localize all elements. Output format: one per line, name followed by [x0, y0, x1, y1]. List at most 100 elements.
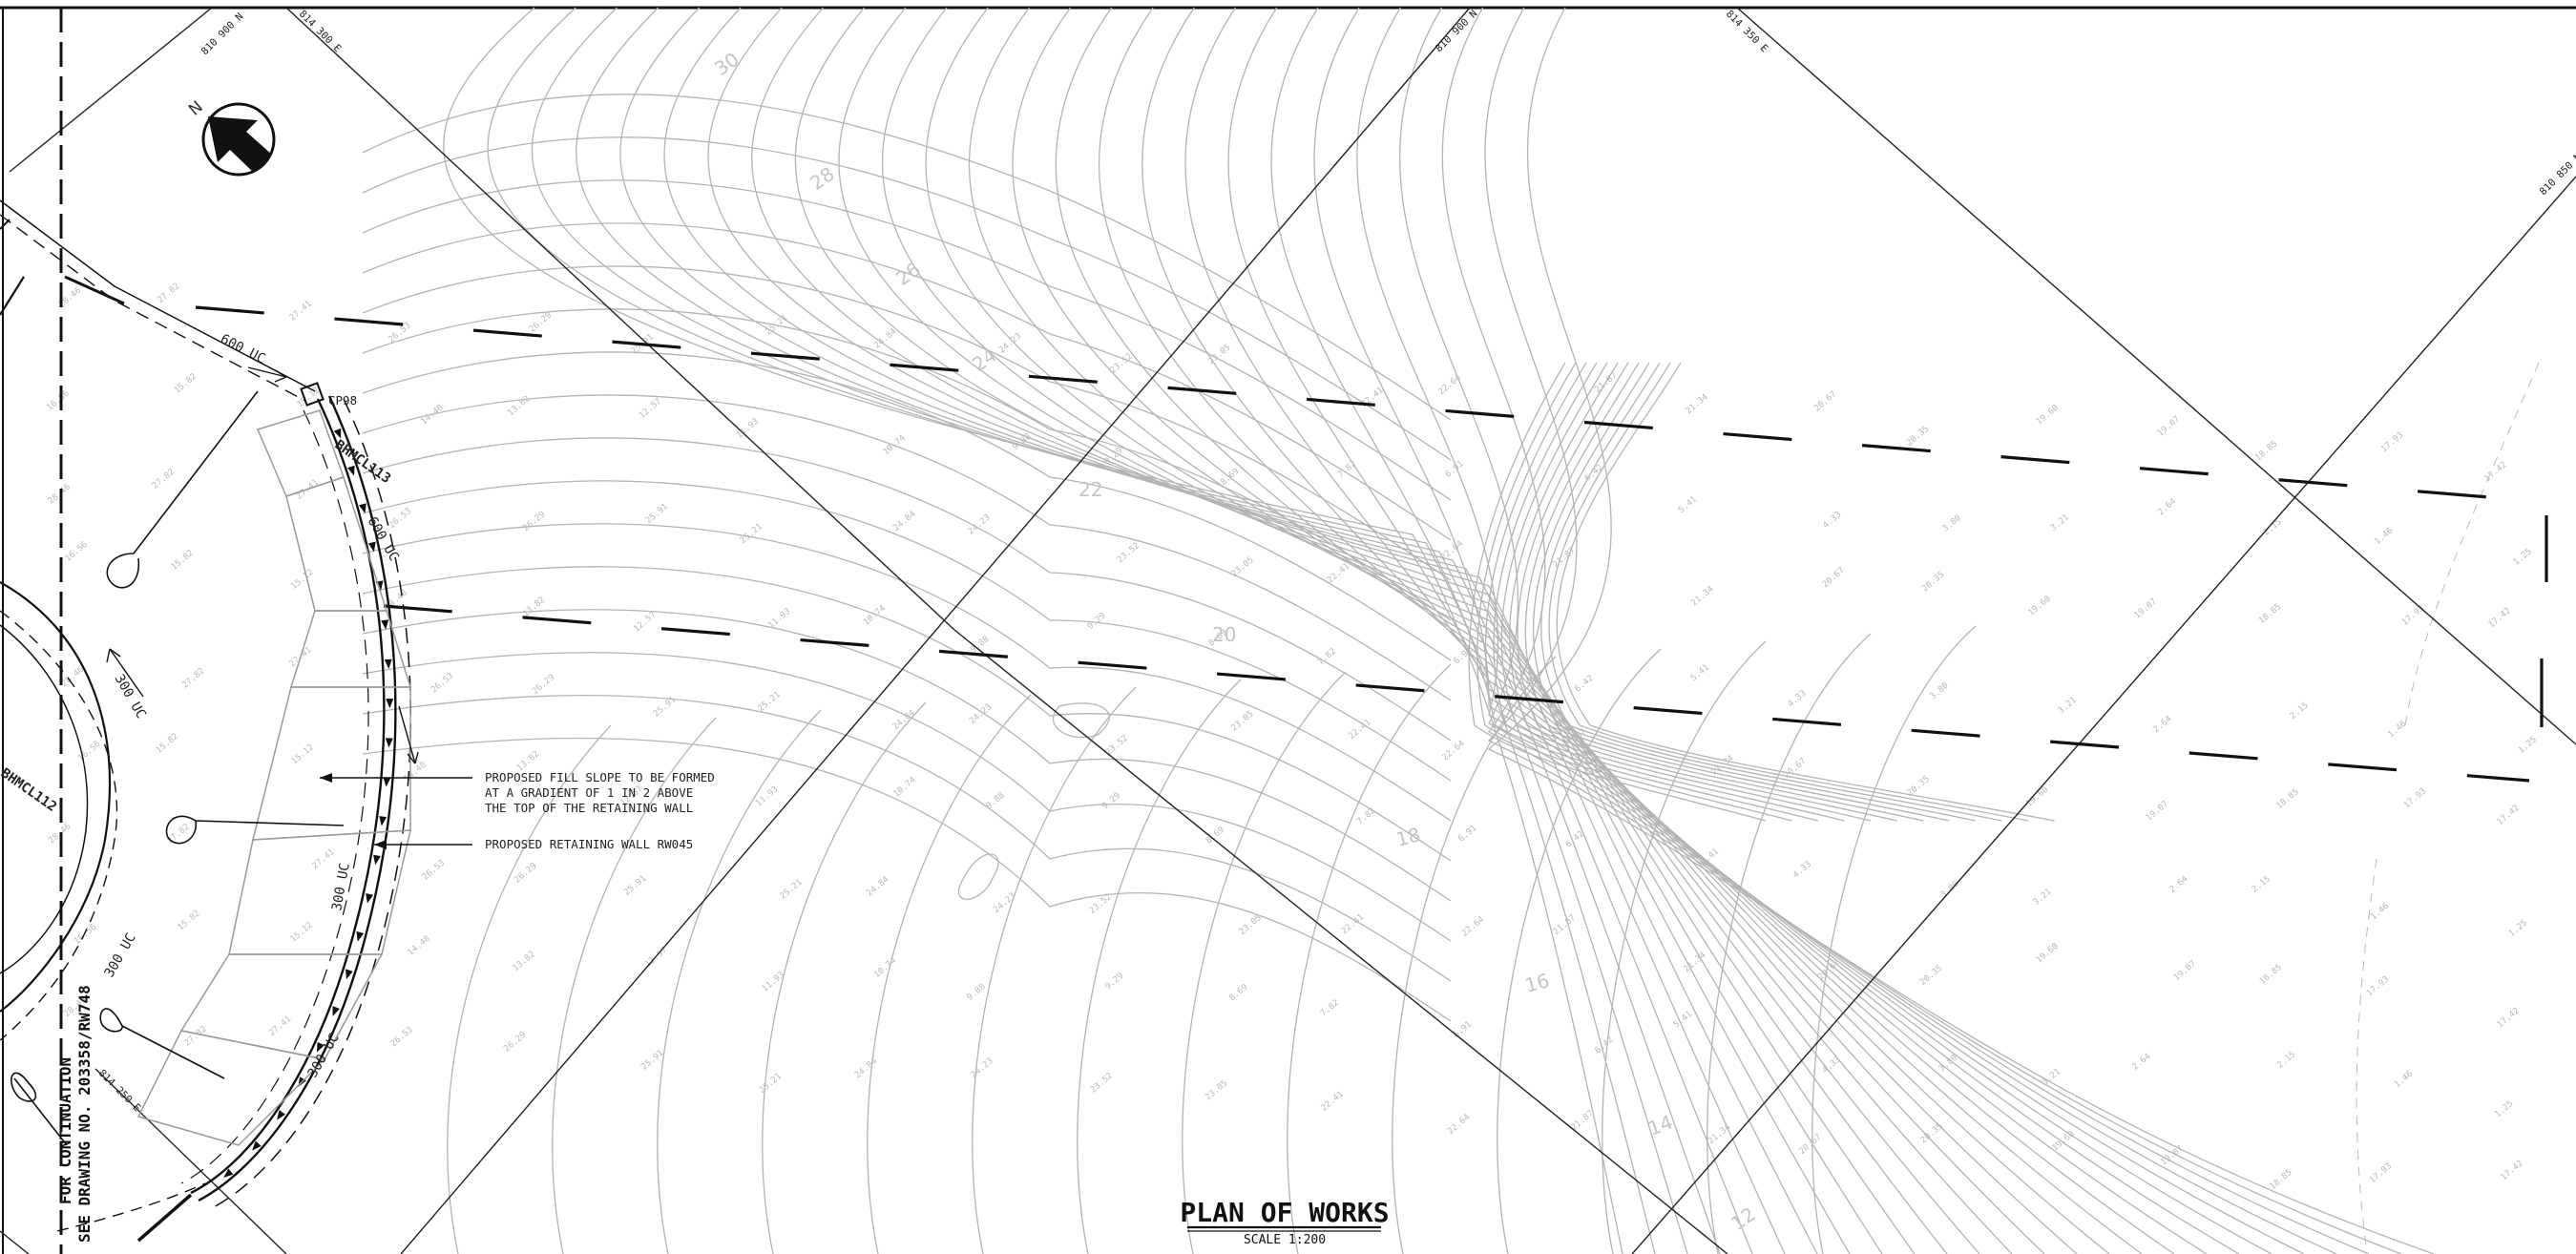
contour-line: [957, 853, 999, 900]
retaining-wall-rw045: [56, 395, 411, 1243]
contour-line: [552, 717, 717, 1254]
contour-line: [1532, 362, 1977, 822]
dashed-contour: [2404, 362, 2540, 726]
contour-line: [362, 308, 1452, 621]
contour-line: [1392, 656, 1557, 1254]
contour-line: [1052, 702, 1110, 739]
wall-marker: [381, 619, 389, 630]
wall-marker: [316, 1041, 325, 1053]
wall-marker: [333, 428, 342, 439]
wall-marker: [346, 969, 353, 980]
contour-line: [1493, 362, 1845, 822]
contour-line: [1517, 362, 1924, 822]
contour-line: [1540, 362, 2002, 822]
contour-line: [362, 566, 1452, 862]
wall-markers: [223, 428, 394, 1179]
contour-line: [657, 709, 822, 1254]
contour-line: [1812, 625, 1977, 1254]
drawing-scale: SCALE 1:200: [1244, 1233, 1326, 1247]
contour-line: [362, 394, 1452, 701]
drain-arrows: [106, 366, 419, 764]
contour-line: [1484, 7, 2402, 1254]
contour-line: [447, 724, 612, 1254]
contour-line: [362, 179, 1452, 501]
contour-line: [1077, 679, 1242, 1254]
continuation-line1: FOR CONTINUATION: [56, 1057, 74, 1204]
contour-line: [362, 694, 1452, 982]
contour-line: [707, 7, 1818, 1254]
wall-marker: [223, 1168, 234, 1179]
contour-line: [1487, 7, 2435, 1254]
wall-marker: [356, 930, 365, 942]
existing-road: [0, 199, 316, 1041]
contour-line: [362, 222, 1452, 541]
property-boundary-lines: [195, 305, 2548, 783]
fill-slope-outline: [136, 409, 412, 1146]
contour-line: [1468, 362, 1767, 822]
wall-marker: [277, 1110, 286, 1120]
contour-line: [1184, 7, 2175, 1254]
contour-line: [1356, 7, 2305, 1254]
control-point-label: CP98: [328, 393, 357, 408]
contour-line: [1602, 640, 1767, 1254]
contour-line: [762, 701, 927, 1254]
contour-line: [362, 437, 1452, 742]
wall-marker: [384, 658, 392, 669]
wall-marker: [383, 777, 391, 787]
note-fill-slope-line3: THE TOP OF THE RETAINING WALL: [485, 801, 693, 815]
contour-label: 22: [1079, 478, 1102, 501]
contour-line: [881, 7, 1948, 1254]
contour-line: [1484, 362, 1819, 822]
contour-line: [925, 7, 1980, 1254]
wall-marker: [367, 541, 376, 553]
dashed-contour: [2356, 858, 2377, 1254]
drawing-title: PLAN OF WORKS: [1180, 1197, 1389, 1228]
contour-line: [1055, 7, 2078, 1254]
contour-line: [867, 694, 1032, 1254]
wall-marker: [252, 1140, 262, 1151]
continuation-note: FOR CONTINUATION SEE DRAWING NO. 203358/…: [56, 985, 94, 1243]
note-retaining-wall: PROPOSED RETAINING WALL RW045: [485, 837, 693, 851]
contour-line: [1548, 362, 2029, 822]
contour-line: [362, 652, 1452, 942]
contour-line: [1497, 648, 1662, 1254]
contour-line: [362, 136, 1452, 461]
note-fill-slope-line1: PROPOSED FILL SLOPE TO BE FORMED: [485, 770, 715, 784]
contour-lines: [362, 7, 2540, 1254]
contour-line: [1556, 362, 2055, 822]
contour-line: [1287, 663, 1452, 1254]
contour-line: [1141, 7, 2143, 1254]
contour-line: [1476, 362, 1792, 822]
contour-line: [1441, 7, 2370, 1254]
wall-marker: [386, 699, 394, 709]
continuation-line2: SEE DRAWING NO. 203358/RW748: [75, 985, 94, 1243]
wall-marker: [373, 854, 381, 866]
wall-marker: [385, 738, 393, 748]
contour-line: [362, 351, 1452, 661]
wall-marker: [347, 465, 355, 476]
control-point-cp98: CP98: [300, 382, 357, 408]
drain-outlets: [10, 390, 345, 1146]
contour-line: [1500, 362, 1872, 822]
title-block: PLAN OF WORKS SCALE 1:200: [1180, 1197, 1389, 1247]
contour-line: [1182, 671, 1347, 1254]
contour-line: [1509, 362, 1897, 822]
contour-line: [362, 480, 1452, 782]
contour-line: [362, 609, 1452, 902]
notes: PROPOSED FILL SLOPE TO BE FORMED AT A GR…: [320, 770, 715, 851]
contour-line: [1313, 7, 2272, 1254]
contour-line: [1098, 7, 2110, 1254]
contour-label: 20: [1212, 623, 1236, 646]
wall-marker: [366, 893, 374, 904]
wall-marker: [359, 503, 367, 514]
contour-line: [1399, 7, 2337, 1254]
contour-line: [362, 523, 1452, 822]
contour-line: [972, 686, 1137, 1254]
contour-line: [362, 94, 1452, 421]
contour-line: [838, 7, 1916, 1254]
note-fill-slope-line2: AT A GRADIENT OF 1 IN 2 ABOVE: [485, 785, 693, 800]
contour-line: [1524, 362, 1950, 822]
wall-marker: [379, 816, 387, 826]
wall-marker: [332, 1006, 340, 1016]
